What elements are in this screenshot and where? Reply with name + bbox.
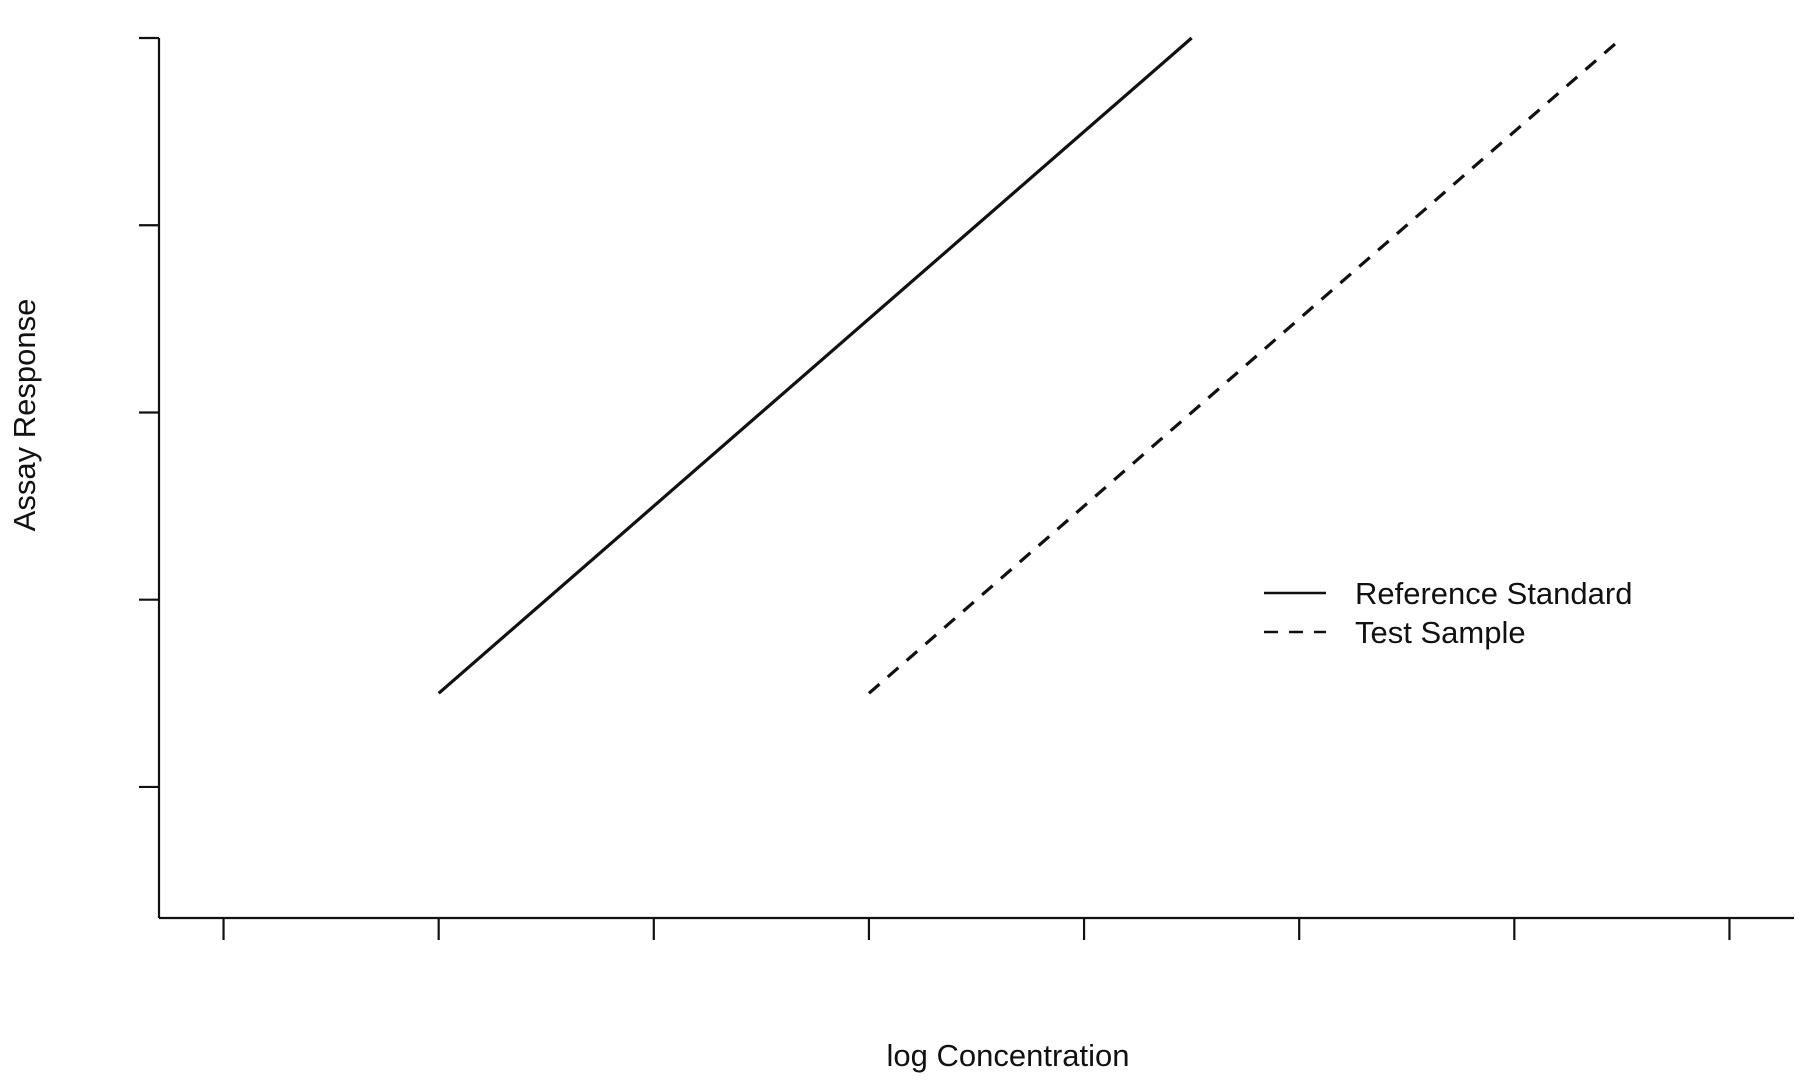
legend-label-1: Test Sample bbox=[1355, 615, 1526, 650]
x-axis-label: log Concentration bbox=[887, 1038, 1130, 1073]
y-axis-label: Assay Response bbox=[7, 299, 42, 532]
legend: Reference Standard Test Sample bbox=[1264, 576, 1632, 650]
series-layer bbox=[437, 36, 1623, 695]
legend-label-0: Reference Standard bbox=[1355, 576, 1632, 611]
series-line-test-sample bbox=[867, 36, 1623, 695]
plot-area bbox=[139, 36, 1794, 940]
y-ticks bbox=[139, 36, 159, 789]
series-line-reference-standard bbox=[437, 36, 1193, 695]
x-ticks bbox=[222, 918, 1731, 940]
